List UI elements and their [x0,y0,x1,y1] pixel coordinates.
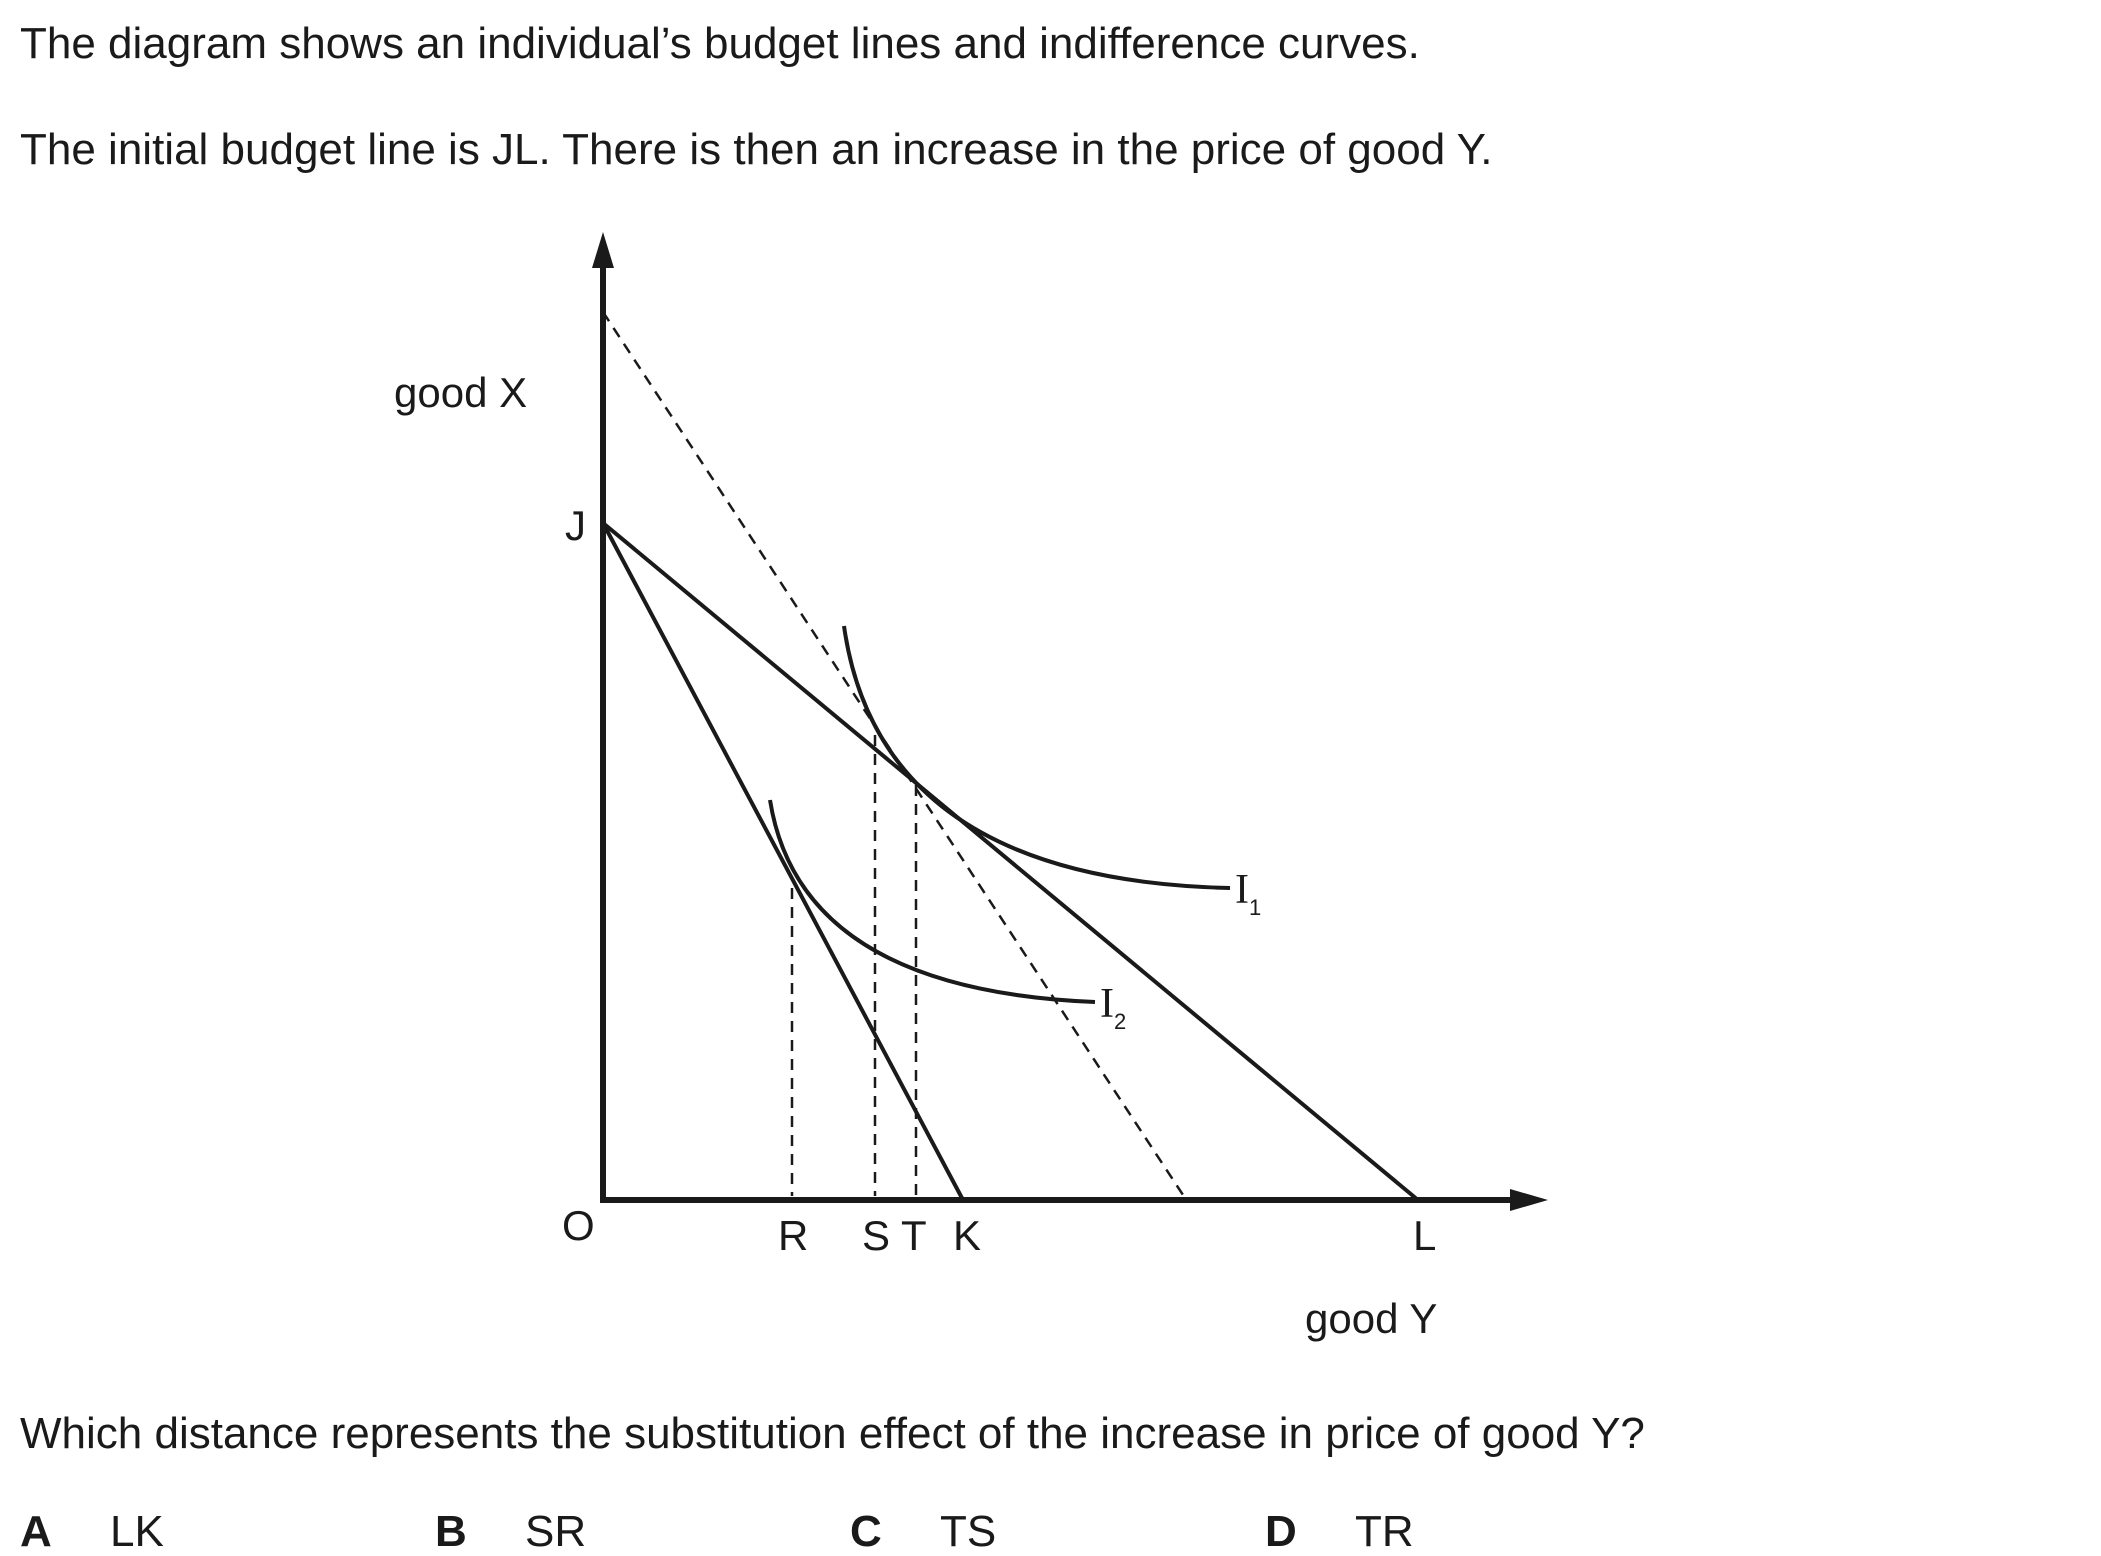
indifference-curve-I2 [768,799,1096,1004]
option-a-text: LK [110,1507,164,1556]
origin-label: O [562,1202,595,1249]
y-axis-arrowhead [592,232,614,268]
option-c-text: TS [940,1507,997,1556]
indifference-curve-I1 [842,625,1231,890]
curve-label-I2: I2 [1100,981,1126,1034]
point-label-S: S [862,1212,890,1259]
intro-line-2: The initial budget line is JL. There is … [20,125,1493,174]
option-a-letter: A [20,1507,52,1556]
compensated-budget-line [601,311,1187,1199]
option-c-letter: C [850,1507,882,1556]
point-label-K: K [953,1212,981,1259]
question-text: Which distance represents the substituti… [20,1409,1645,1458]
option-d-text: TR [1355,1507,1414,1556]
curve-label-I2-sub: 2 [1114,1009,1126,1034]
point-label-T: T [901,1212,927,1259]
curve-label-I1-main: I [1235,867,1249,913]
point-label-L: L [1413,1212,1436,1259]
budget-line-JL [601,521,1420,1202]
y-axis-label: good X [394,369,527,416]
option-d-letter: D [1265,1507,1297,1556]
curve-label-I1-sub: 1 [1249,895,1261,920]
x-axis-label: good Y [1305,1295,1437,1342]
curve-label-I1: I1 [1235,867,1261,920]
option-b-text: SR [525,1507,587,1556]
intro-line-1: The diagram shows an individual’s budget… [20,19,1420,68]
point-label-J: J [565,502,586,549]
point-label-R: R [778,1212,808,1259]
budget-line-JK [601,522,965,1201]
option-b-letter: B [435,1507,467,1556]
curve-label-I2-main: I [1100,981,1114,1027]
x-axis-arrowhead [1510,1189,1548,1211]
